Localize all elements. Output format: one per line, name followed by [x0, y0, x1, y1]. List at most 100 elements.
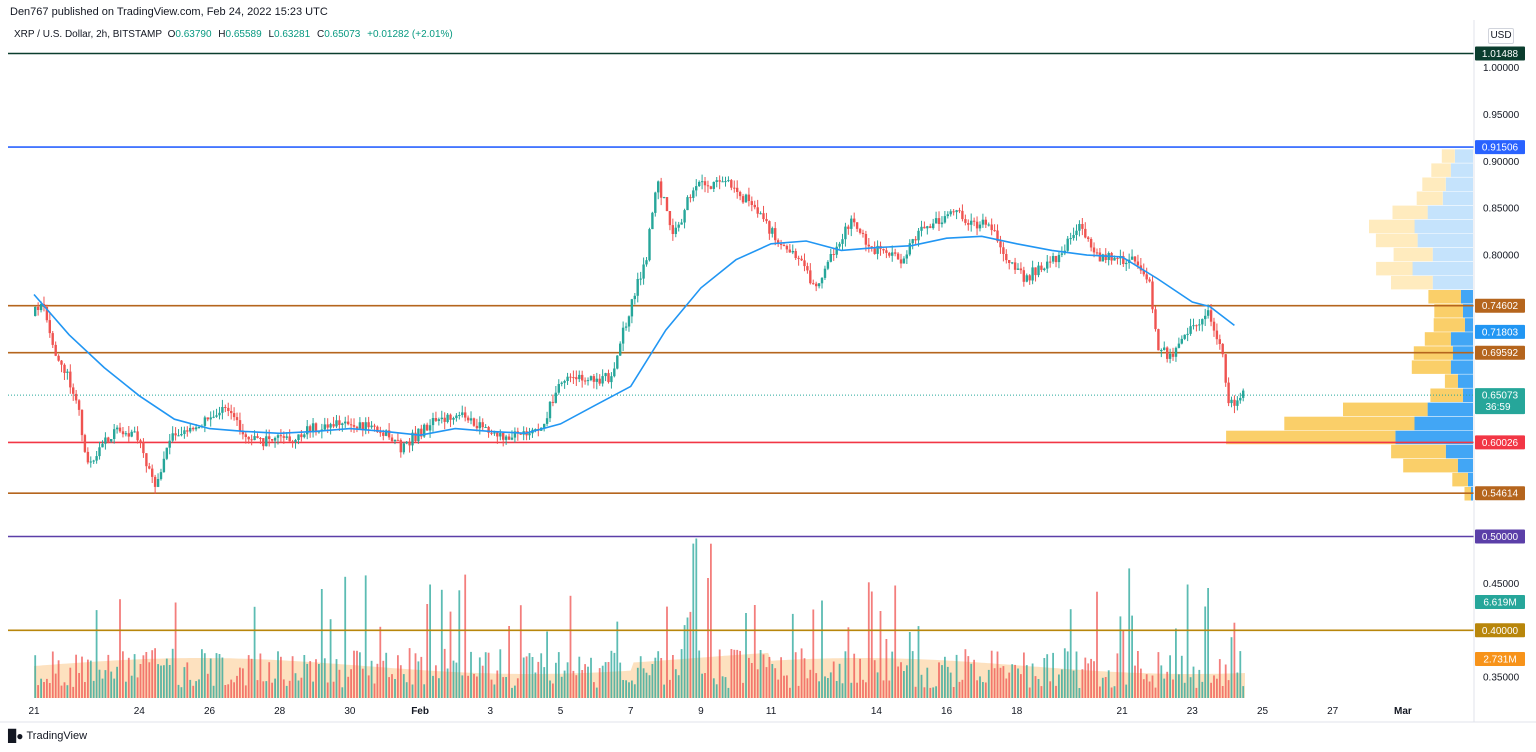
volume-bar — [648, 675, 651, 698]
y-tick-label-3: 0.85000 — [1483, 204, 1520, 215]
candle-body — [174, 433, 177, 436]
candle-body — [674, 227, 677, 234]
candle-body — [180, 434, 183, 436]
price-axis[interactable]: 1.00000 0.95000 0.90000 0.85000 0.80000 0.450… — [1473, 20, 1520, 722]
profile-buy-bar — [1433, 318, 1465, 332]
volume-bar — [1189, 677, 1192, 698]
volume-bar — [163, 665, 165, 698]
volume-bar — [122, 651, 124, 698]
volume-bar — [1093, 661, 1095, 698]
volume-bar — [95, 610, 98, 698]
symbol-legend[interactable]: XRP / U.S. Dollar, 2h, BITSTAMP O0.63790… — [14, 29, 457, 40]
volume-bar — [285, 685, 288, 698]
volume-bar — [203, 653, 206, 698]
candle-body — [952, 211, 955, 213]
volume-bar — [57, 660, 60, 698]
volume-bar — [113, 678, 116, 698]
candle-body — [1116, 258, 1119, 259]
volume-bar — [870, 591, 873, 698]
candle-body — [244, 434, 247, 437]
volume-bar — [1169, 655, 1171, 698]
volume-bar — [408, 648, 411, 698]
x-tick-label-5: Feb — [411, 706, 429, 717]
candle-body — [645, 260, 648, 265]
candle-body — [469, 418, 473, 421]
candle-body — [1204, 315, 1207, 320]
profile-buy-bar — [1226, 430, 1396, 445]
volume-bar — [730, 649, 733, 698]
candle-body — [291, 441, 294, 443]
time-axis[interactable]: 21 24 26 28 30 Feb 3 5 7 9 11 14 16 18 21 23 25 27 Mar — [0, 706, 1536, 723]
x-tick-label-10: 11 — [766, 706, 777, 717]
volume-bar — [1028, 687, 1031, 698]
volume-bar — [1204, 606, 1207, 698]
candle-body — [156, 479, 160, 487]
volume-bar — [1066, 651, 1069, 698]
volume-bar — [81, 656, 83, 698]
candle-body — [1081, 224, 1084, 229]
candle-body — [698, 182, 701, 186]
profile-buy-bar — [1428, 290, 1461, 304]
volume-bar — [1131, 615, 1133, 698]
volume-bar — [1037, 679, 1040, 698]
volume-bar — [1005, 678, 1008, 698]
profile-sell-bar — [1432, 275, 1473, 290]
candle-body — [197, 427, 201, 428]
volume-bar — [695, 538, 698, 698]
volume-bar — [230, 679, 233, 698]
volume-bar — [967, 656, 970, 698]
volume-bar — [326, 682, 329, 698]
symbol-title[interactable]: XRP / U.S. Dollar, 2h, BITSTAMP — [14, 29, 163, 40]
volume-bar — [145, 652, 148, 698]
candle-body — [853, 218, 856, 223]
candle-body — [534, 429, 537, 430]
x-tick-label-3: 28 — [274, 706, 286, 717]
volume-bar — [417, 661, 420, 698]
volume-bar — [616, 621, 619, 698]
tradingview-footer[interactable]: ▉● TradingView — [8, 729, 87, 743]
volume-bar — [87, 659, 89, 698]
volume-bar — [850, 682, 853, 698]
volume-bar — [127, 657, 130, 698]
tradingview-logo-icon: ▉● — [8, 729, 24, 743]
level-badge-label-0: 1.01488 — [1482, 49, 1519, 60]
volume-bar — [636, 667, 639, 698]
volume-bar — [1008, 672, 1011, 698]
profile-sell-bar — [1450, 332, 1473, 346]
volume-bar — [1052, 652, 1054, 698]
volume-bar — [306, 663, 309, 698]
candle-body — [595, 378, 598, 382]
candle-body — [385, 430, 388, 436]
volume-bar — [783, 675, 785, 698]
volume-bar — [1230, 637, 1233, 698]
horizontal-levels[interactable] — [8, 52, 1474, 632]
volume-bar — [1125, 684, 1128, 698]
candle-body — [308, 426, 312, 433]
volume-bar — [48, 683, 51, 698]
candle-body — [370, 425, 373, 428]
volume-bar — [361, 668, 364, 698]
volume-bar — [1049, 681, 1052, 698]
ohlc-open-value: 0.63790 — [175, 29, 212, 40]
volume-bar — [195, 681, 197, 698]
candle-body — [1168, 353, 1172, 359]
volume-bar — [256, 680, 259, 698]
volume-bar — [835, 681, 838, 698]
volume-bar — [771, 664, 774, 698]
candle-body — [1130, 256, 1134, 260]
volume-bar — [859, 658, 861, 698]
volume-bar — [516, 678, 519, 698]
y-tick-label-5: 0.45000 — [1483, 579, 1520, 590]
volume-bar — [894, 585, 897, 698]
candle-body — [695, 186, 698, 191]
volume-bar — [1055, 685, 1057, 698]
profile-sell-bar — [1414, 416, 1473, 431]
candle-body — [861, 232, 865, 234]
candle-body — [756, 207, 759, 214]
candle-body — [616, 355, 619, 369]
candle-body — [1201, 319, 1204, 325]
currency-selector[interactable]: USD — [1488, 28, 1514, 44]
candle-body — [349, 424, 353, 426]
candle-body — [934, 218, 938, 224]
